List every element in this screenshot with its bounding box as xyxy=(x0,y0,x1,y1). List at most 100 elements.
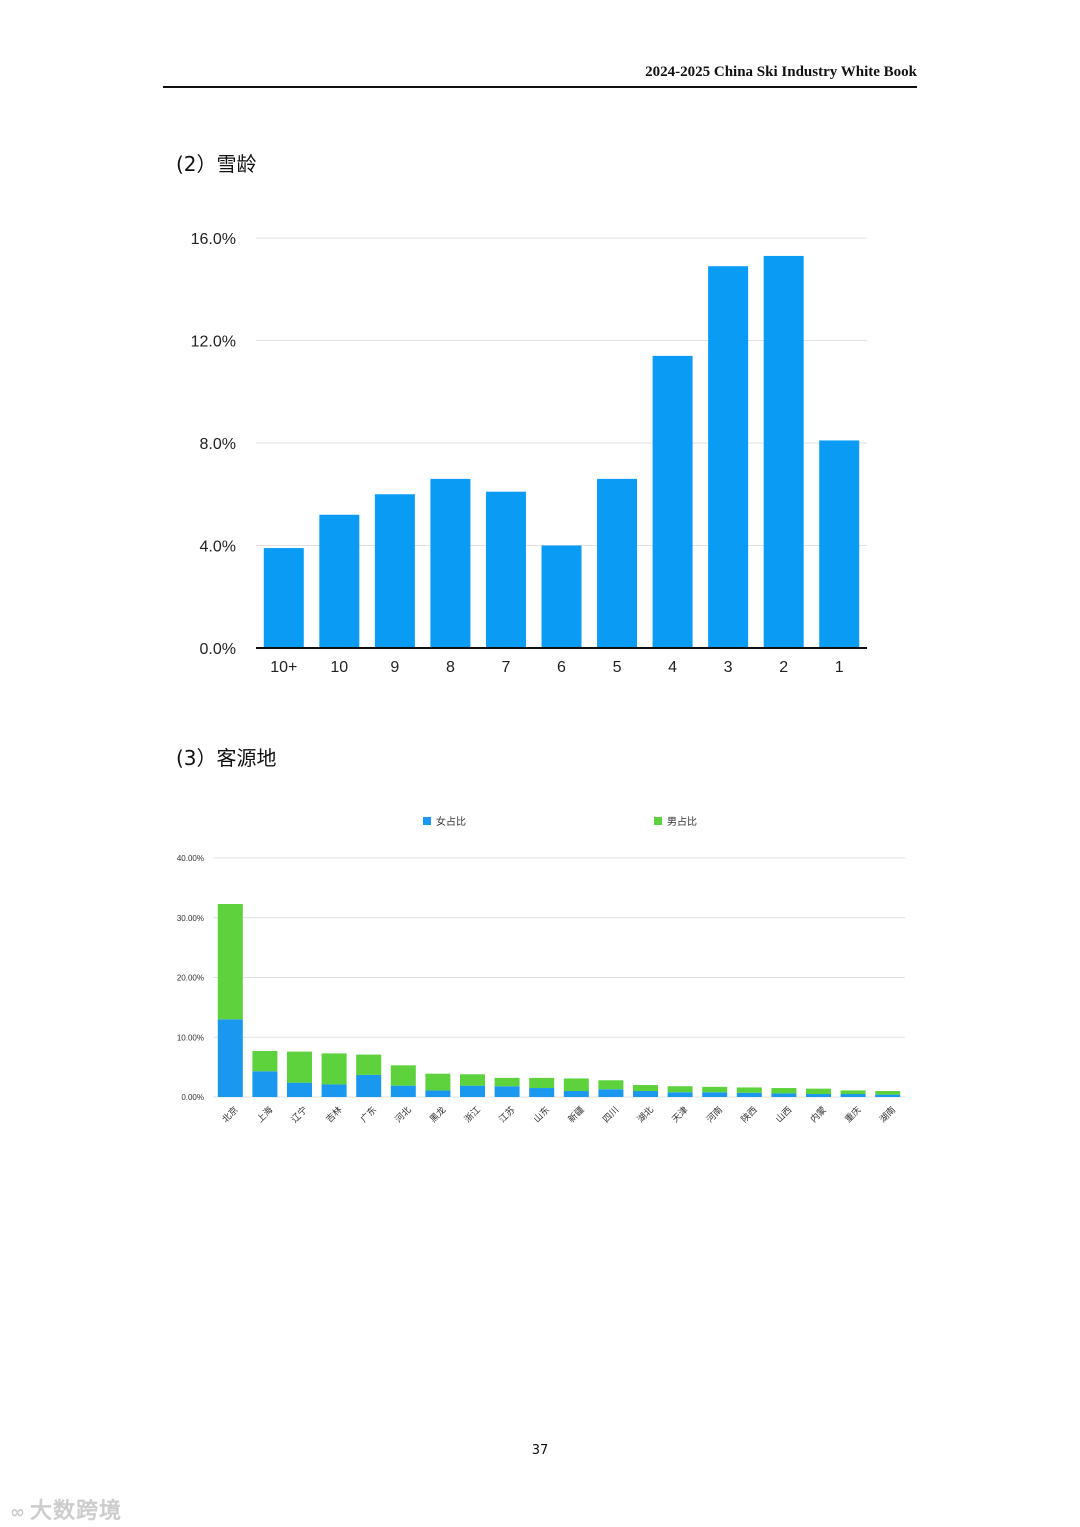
section-title-ski-age: (2）雪龄 xyxy=(176,152,257,176)
bar xyxy=(597,478,638,648)
legend-label: 女占比 xyxy=(436,815,466,828)
x-tick-label: 上海 xyxy=(254,1104,275,1125)
bar-segment xyxy=(633,1085,658,1092)
bar xyxy=(652,355,693,648)
bar-segment xyxy=(563,1078,589,1092)
x-tick-label: 1 xyxy=(835,659,844,676)
x-tick-label: 辽宁 xyxy=(289,1104,310,1125)
bar-segment xyxy=(806,1094,831,1097)
x-tick-label: 内蒙 xyxy=(808,1104,829,1125)
bar-segment xyxy=(390,1065,416,1086)
watermark-text: 大数跨境 xyxy=(30,1499,123,1524)
legend-swatch xyxy=(423,817,431,825)
bar-segment xyxy=(702,1092,728,1097)
bar xyxy=(708,266,749,648)
bar-segment xyxy=(806,1088,831,1095)
bar-segment xyxy=(736,1092,762,1097)
bar-segment xyxy=(840,1090,866,1095)
bar-segment xyxy=(287,1051,312,1083)
header-rule xyxy=(163,86,917,88)
x-tick-label: 陕西 xyxy=(738,1104,759,1125)
y-tick-label: 12.0% xyxy=(191,334,236,351)
x-tick-label: 山西 xyxy=(774,1105,795,1126)
bar-segment xyxy=(529,1088,555,1097)
bar-segment xyxy=(321,1053,347,1085)
x-tick-label: 5 xyxy=(613,659,622,676)
bar-segment xyxy=(633,1091,658,1097)
x-tick-label: 10 xyxy=(330,659,348,676)
x-tick-label: 广东 xyxy=(358,1104,379,1125)
x-tick-label: 河南 xyxy=(704,1104,725,1125)
bar-segment xyxy=(840,1094,866,1097)
y-tick-label: 16.0% xyxy=(191,231,236,248)
x-tick-label: 天津 xyxy=(670,1105,691,1126)
y-tick-label: 10.00% xyxy=(177,1033,204,1042)
section-title-origin: (3）客源地 xyxy=(176,746,277,770)
watermark: ∞ 大数跨境 xyxy=(10,1493,122,1525)
y-tick-label: 0.0% xyxy=(200,641,236,658)
bar-segment xyxy=(494,1077,520,1087)
bar-segment xyxy=(667,1092,693,1097)
x-tick-label: 浙江 xyxy=(462,1104,483,1125)
y-tick-label: 20.00% xyxy=(177,974,204,983)
header-title: 2024-2025 China Ski Industry White Book xyxy=(645,64,917,80)
bar-segment xyxy=(598,1080,624,1090)
x-tick-label: 黑龙 xyxy=(427,1104,448,1125)
bar-segment xyxy=(771,1093,797,1097)
bar-segment xyxy=(598,1089,624,1097)
bar-segment xyxy=(875,1091,901,1095)
y-tick-label: 8.0% xyxy=(200,436,236,453)
x-tick-label: 10+ xyxy=(270,659,297,676)
bar-segment xyxy=(217,1019,243,1097)
bar xyxy=(263,548,304,648)
origin-stacked-bar-chart: 女占比 男占比 0.00% 10.00% 20.00% 30.00% 40.00% 北京 上海辽… xyxy=(177,815,905,1126)
x-tick-label: 9 xyxy=(390,659,399,676)
x-tick-label: 吉林 xyxy=(323,1104,344,1125)
bar-segment xyxy=(460,1085,485,1097)
bar-segment xyxy=(460,1074,485,1086)
x-tick-label: 江苏 xyxy=(496,1104,517,1125)
bar-segment xyxy=(425,1073,451,1091)
x-tick-label: 湖南 xyxy=(877,1104,898,1125)
bar xyxy=(819,440,860,648)
bar-segment xyxy=(875,1094,901,1097)
bar-segment xyxy=(563,1091,589,1097)
bar-segment xyxy=(356,1054,382,1075)
ribbon-logo-icon: ∞ xyxy=(10,1502,26,1523)
bar xyxy=(374,494,415,648)
legend-label: 男占比 xyxy=(667,815,697,828)
x-tick-label: 4 xyxy=(668,659,677,676)
x-tick-label: 重庆 xyxy=(842,1104,863,1125)
bar-segment xyxy=(287,1082,312,1097)
bar xyxy=(541,545,582,648)
x-tick-label: 新疆 xyxy=(565,1104,586,1125)
bar-segment xyxy=(321,1084,347,1097)
bar-segment xyxy=(217,904,243,1020)
x-tick-label: 北京 xyxy=(219,1104,240,1125)
bar-segment xyxy=(252,1050,278,1072)
bar-segment xyxy=(529,1077,555,1089)
bar-segment xyxy=(736,1087,762,1093)
bar-segment xyxy=(356,1074,382,1097)
y-tick-label: 4.0% xyxy=(200,539,236,556)
x-tick-label: 湖北 xyxy=(635,1105,656,1126)
ski-age-bar-chart: 0.0% 4.0% 8.0% 12.0% 16.0% 10+ 10 9 8 7 6 5 4 3 2 1 xyxy=(191,231,867,676)
bar-segment xyxy=(425,1090,451,1097)
bar-segment xyxy=(667,1086,693,1093)
bar-segment xyxy=(771,1088,797,1094)
bar xyxy=(319,514,360,648)
y-tick-label: 0.00% xyxy=(181,1093,204,1102)
x-tick-label: 8 xyxy=(446,659,455,676)
y-tick-label: 30.00% xyxy=(177,914,204,923)
y-tick-label: 40.00% xyxy=(177,854,204,863)
x-tick-label: 7 xyxy=(502,659,511,676)
page-number: 37 xyxy=(531,1443,549,1458)
x-tick-label: 6 xyxy=(557,659,566,676)
bar-segment xyxy=(702,1086,728,1093)
bar-segment xyxy=(252,1071,278,1097)
x-tick-label: 2 xyxy=(779,659,788,676)
x-tick-label: 3 xyxy=(724,659,733,676)
legend-swatch xyxy=(654,817,662,825)
x-tick-label: 四川 xyxy=(601,1105,621,1125)
bar xyxy=(763,255,804,648)
